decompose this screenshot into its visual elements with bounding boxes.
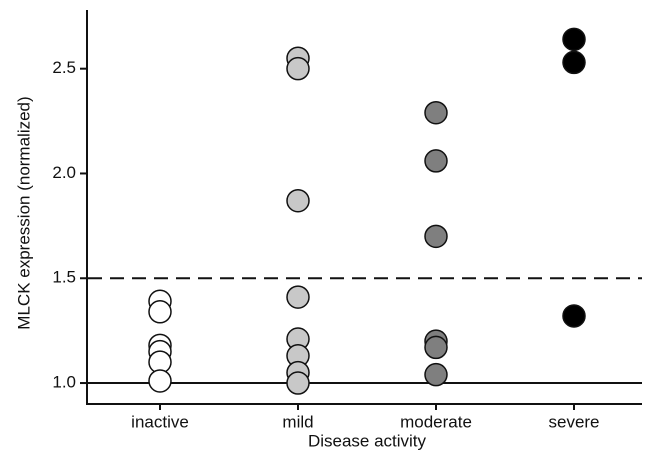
y-tick-label: 2.0	[52, 163, 76, 182]
data-point	[286, 371, 310, 395]
data-point	[562, 304, 586, 328]
data-point	[424, 335, 448, 360]
data-point	[286, 188, 310, 213]
y-tick-label: 2.5	[52, 58, 76, 77]
data-point	[148, 369, 172, 393]
x-tick-label: moderate	[400, 412, 472, 431]
data-point	[424, 149, 448, 173]
data-point	[424, 100, 448, 125]
data-point	[286, 56, 310, 81]
x-axis-label: Disease activity	[308, 431, 427, 450]
data-point	[562, 27, 586, 52]
y-tick-label: 1.0	[52, 373, 76, 392]
y-tick-label: 1.5	[52, 268, 76, 287]
x-tick-label: mild	[282, 412, 313, 431]
y-axis-label: MLCK expression (normalized)	[14, 96, 33, 329]
data-point	[562, 50, 586, 75]
data-point	[148, 300, 172, 324]
data-point	[424, 362, 448, 387]
x-tick-label: severe	[548, 412, 599, 431]
data-point	[424, 224, 448, 249]
x-tick-label: inactive	[131, 412, 189, 431]
data-point	[286, 285, 310, 309]
